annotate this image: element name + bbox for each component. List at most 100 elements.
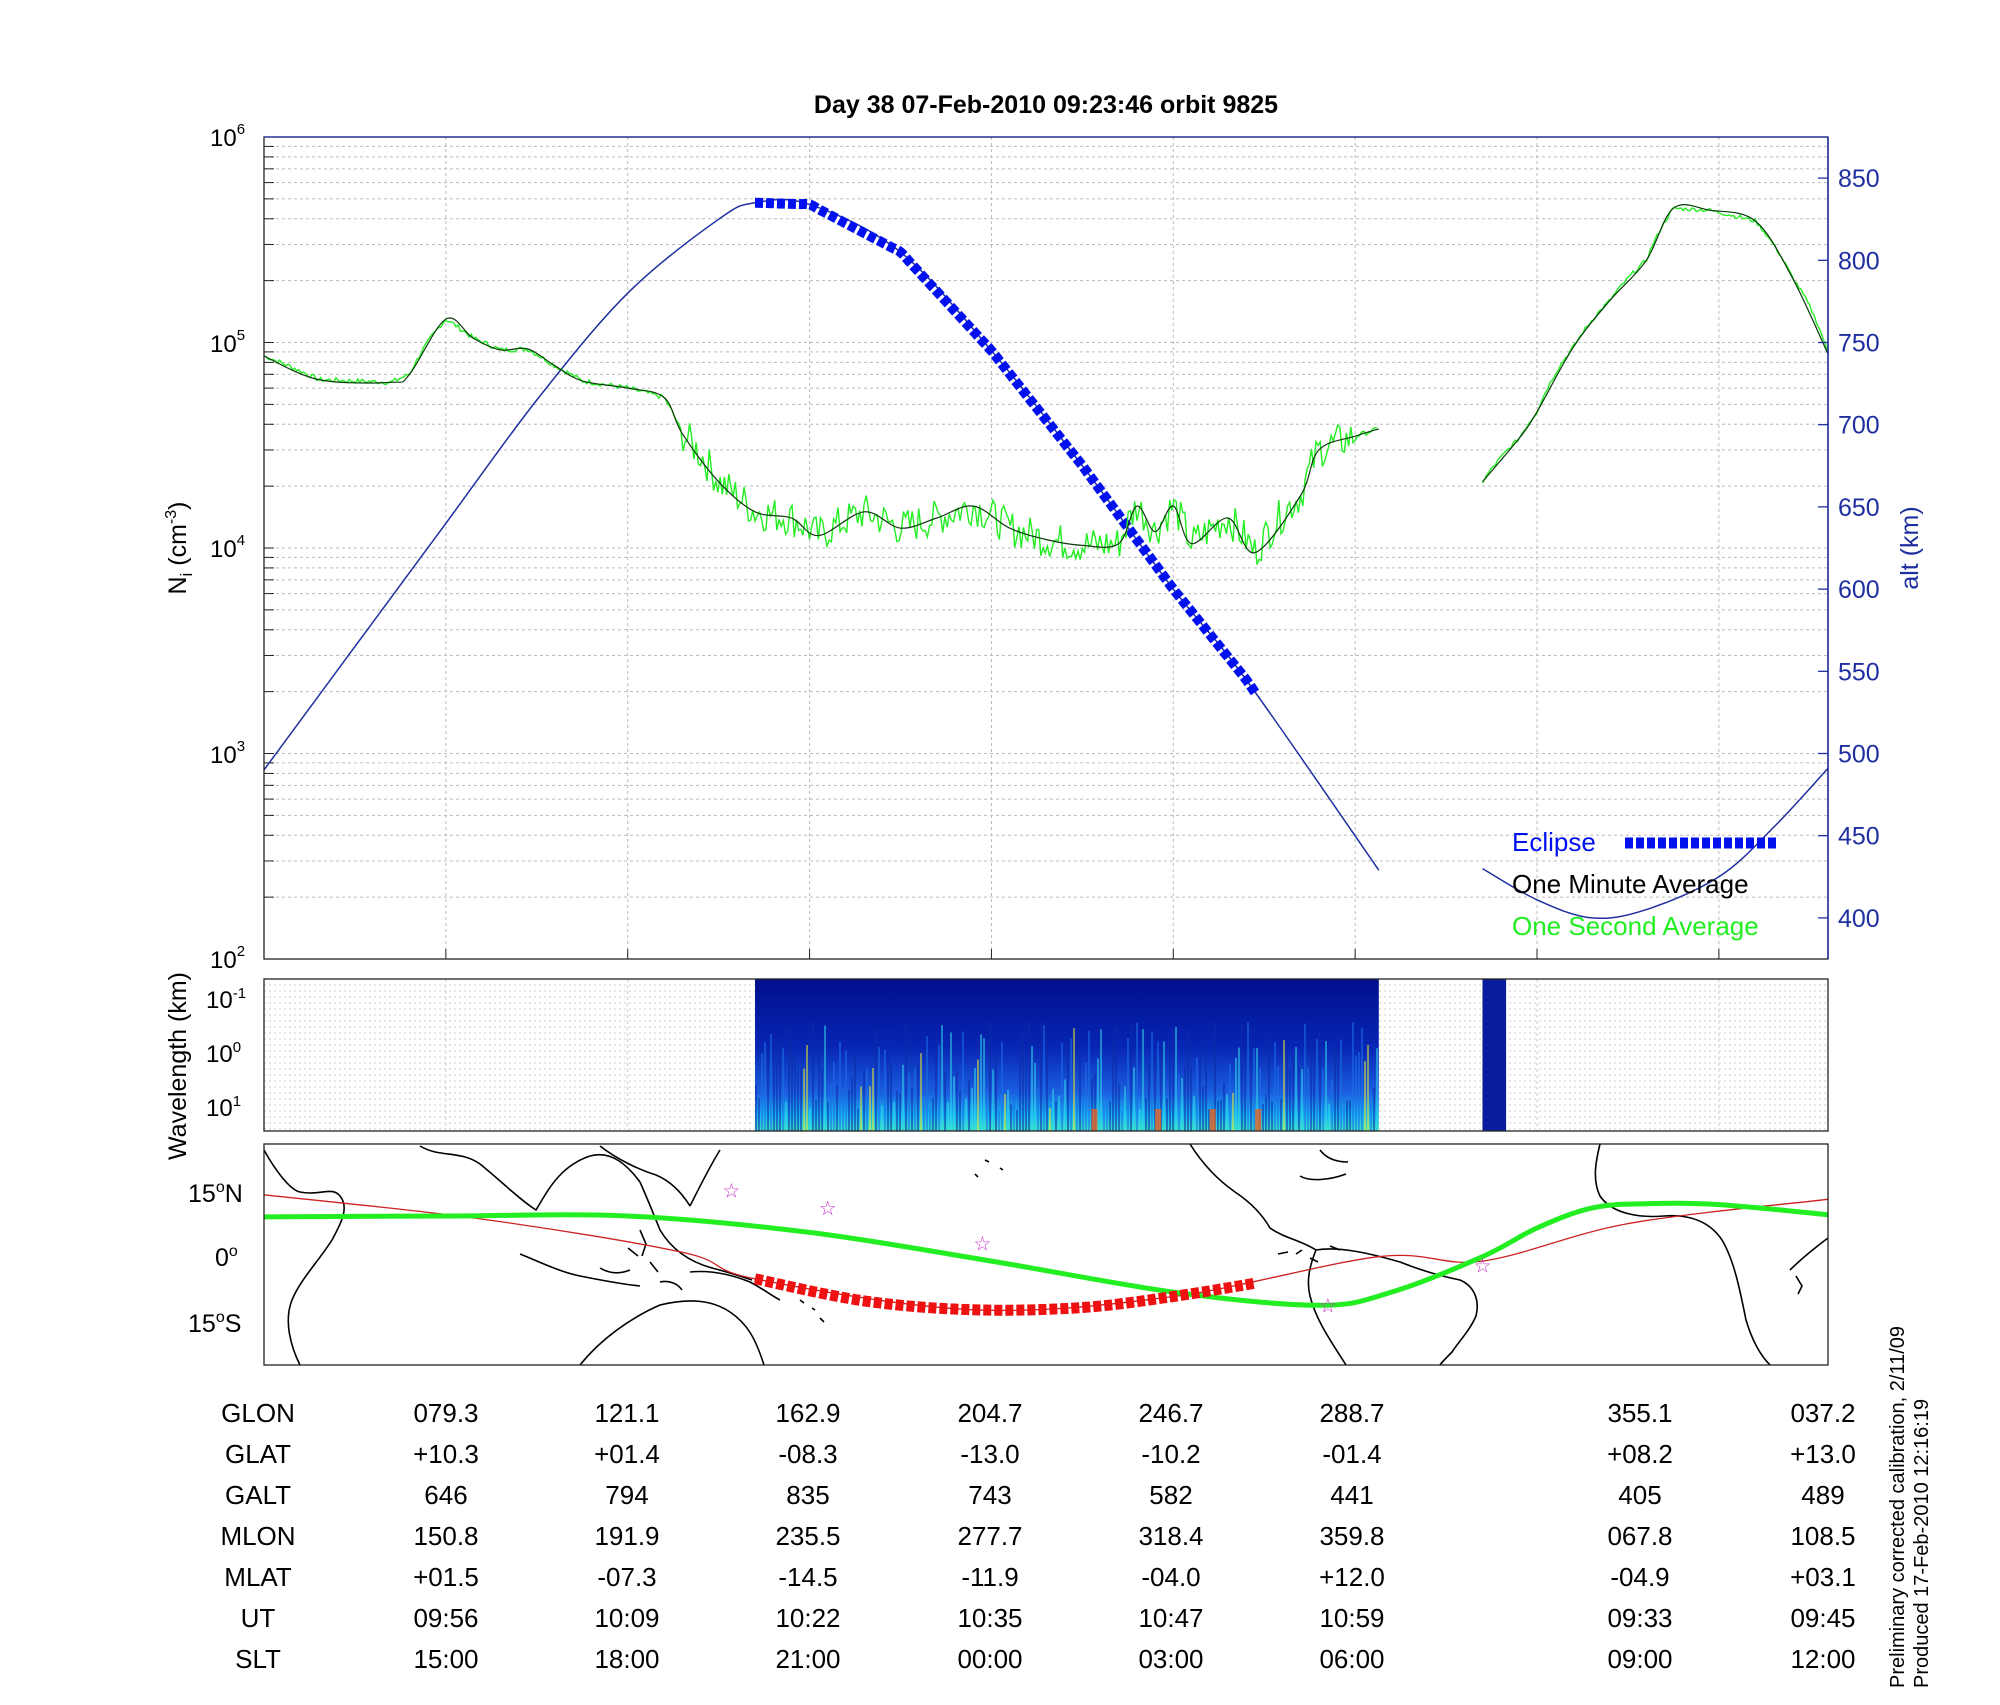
right-axis-label: alt (km) [1896, 506, 1924, 589]
left-tick-1e5: 105 [210, 327, 245, 358]
spectrogram-streak [1148, 1064, 1151, 1131]
spectrogram-streak [1139, 1109, 1142, 1131]
table-cell: 21:00 [775, 1644, 840, 1674]
table-cell: +01.5 [413, 1562, 479, 1592]
spectrogram-streak [1340, 1039, 1343, 1131]
spectrogram-streak [794, 1054, 797, 1131]
row-label-mlon: MLON [220, 1521, 295, 1551]
spectrogram-streak [1046, 1034, 1049, 1131]
left-axis-label: Ni (cm-3) [163, 501, 196, 594]
map-star-marker: ☆ [1473, 1256, 1491, 1278]
spectrogram-streak [929, 1108, 932, 1131]
spectrogram-streak [1070, 1038, 1073, 1131]
spectrogram-streak [836, 1085, 839, 1131]
spectrogram-streak [1361, 1027, 1364, 1131]
top-panel-grid [264, 136, 1828, 960]
spectrogram-streak [1331, 1079, 1334, 1131]
spectrogram-streak [1289, 1067, 1292, 1131]
spectrogram-segment-2 [1482, 979, 1507, 1131]
spectrogram-streaks [755, 1021, 1379, 1131]
spectrogram-streak [1085, 1062, 1088, 1131]
lat-tick-15n: 15oN [188, 1179, 243, 1208]
spectrogram-streak [1025, 1050, 1028, 1131]
table-cells: 079.3 +10.3 646 150.8 +01.5 09:56 15:00 121.1 +0… [413, 1398, 1856, 1674]
spectrogram-streak [1124, 1086, 1127, 1131]
spectrogram-streak [971, 1087, 974, 1131]
table-cell: -08.3 [778, 1439, 837, 1469]
spectrogram-streak [875, 1028, 878, 1131]
table-cell: +10.3 [413, 1439, 479, 1469]
spectrogram-streak [1106, 1097, 1109, 1131]
spectrogram-streak [1298, 1067, 1301, 1131]
table-cell: 12:00 [1790, 1644, 1855, 1674]
left-tick-1e2: 102 [210, 943, 245, 974]
right-tick-label: 800 [1838, 247, 1880, 275]
table-cell: 318.4 [1138, 1521, 1203, 1551]
spectrogram-streak [980, 1034, 983, 1131]
spectrogram-streak [815, 1099, 818, 1131]
spectrogram-streak [869, 1086, 872, 1131]
spectrogram-streak [1328, 1103, 1331, 1131]
row-label-ut: UT [241, 1603, 276, 1633]
spectrogram-streak [803, 1068, 806, 1131]
table-cell: +01.4 [594, 1439, 660, 1469]
spectrogram-streak [839, 1041, 842, 1131]
spectrogram-streak [1079, 1044, 1082, 1131]
spectrogram-streak [1133, 1067, 1136, 1131]
spectrogram-streak [1151, 1031, 1154, 1131]
map-star-marker: ☆ [973, 1233, 991, 1255]
spectrogram-streak [1190, 1067, 1193, 1131]
table-cell: 067.8 [1607, 1521, 1672, 1551]
footer-calibration-note: Preliminary corrected calibration, 2/11/… [1887, 1326, 1909, 1688]
spectrogram-streak [1259, 1068, 1262, 1131]
spectrogram-streak [797, 1070, 800, 1131]
spectrogram-streak [1019, 1048, 1022, 1131]
spectrogram-streak [1169, 1039, 1172, 1131]
spectrogram-streak [1157, 1041, 1160, 1131]
spectrogram-streak [935, 1048, 938, 1131]
spectrogram-streak [965, 1098, 968, 1131]
spectrogram-streak [818, 1039, 821, 1131]
table-cell: 10:09 [594, 1603, 659, 1633]
row-label-slt: SLT [235, 1644, 281, 1674]
spectrogram-streak [791, 1036, 794, 1131]
table-cell: 191.9 [594, 1521, 659, 1551]
spectrogram-streak [1376, 1048, 1379, 1131]
spectrogram-streak [1136, 1022, 1139, 1131]
right-axis-ticks: 850 800 750 700 650 600 550 500 450 400 [1818, 165, 1880, 933]
map-markers: ☆ ☆ ☆ ☆ ☆ [722, 1180, 1491, 1317]
table-row-labels: GLON GLAT GALT MLON MLAT UT SLT [220, 1398, 295, 1674]
right-tick-label: 550 [1838, 658, 1880, 686]
map-plot-area: ☆ ☆ ☆ ☆ ☆ [264, 1144, 1828, 1365]
spectrogram-streak [977, 1059, 980, 1131]
spectrogram-streak [995, 1051, 998, 1131]
spectrogram-streak [914, 1068, 917, 1131]
table-cell: 359.8 [1319, 1521, 1384, 1551]
spectrogram-streak [986, 1090, 989, 1131]
spectrogram-streak [1061, 1043, 1064, 1131]
spectrogram-streak [1121, 1110, 1124, 1131]
spectrogram-streak [827, 1102, 830, 1131]
spectrogram-streak [998, 1110, 1001, 1131]
coast-australia [579, 1300, 765, 1365]
spectrogram-streak [779, 1035, 782, 1131]
spectrogram-streak [1058, 1095, 1061, 1131]
spectrogram-plot-area [755, 979, 1507, 1131]
spectrogram-hotspot [1155, 1109, 1162, 1131]
spectrogram-streak [1004, 1094, 1007, 1131]
spectrogram-streak [1076, 1102, 1079, 1131]
spectrogram-streak [857, 1108, 860, 1131]
spectrogram-streak [1223, 1082, 1226, 1131]
spectrogram-streak [941, 1025, 944, 1131]
spectrogram-streak [1364, 1061, 1367, 1131]
spectrogram-streak [1370, 1093, 1373, 1131]
spectrogram-streak [953, 1076, 956, 1131]
spectrogram-streak [1037, 1088, 1040, 1131]
spectrogram-streak [755, 1084, 758, 1131]
spectrogram-streak [926, 1036, 929, 1131]
right-tick-label: 750 [1838, 330, 1880, 358]
eclipse-line [754, 197, 1260, 696]
wavelength-tick-0.1: 10-1 [206, 985, 246, 1014]
